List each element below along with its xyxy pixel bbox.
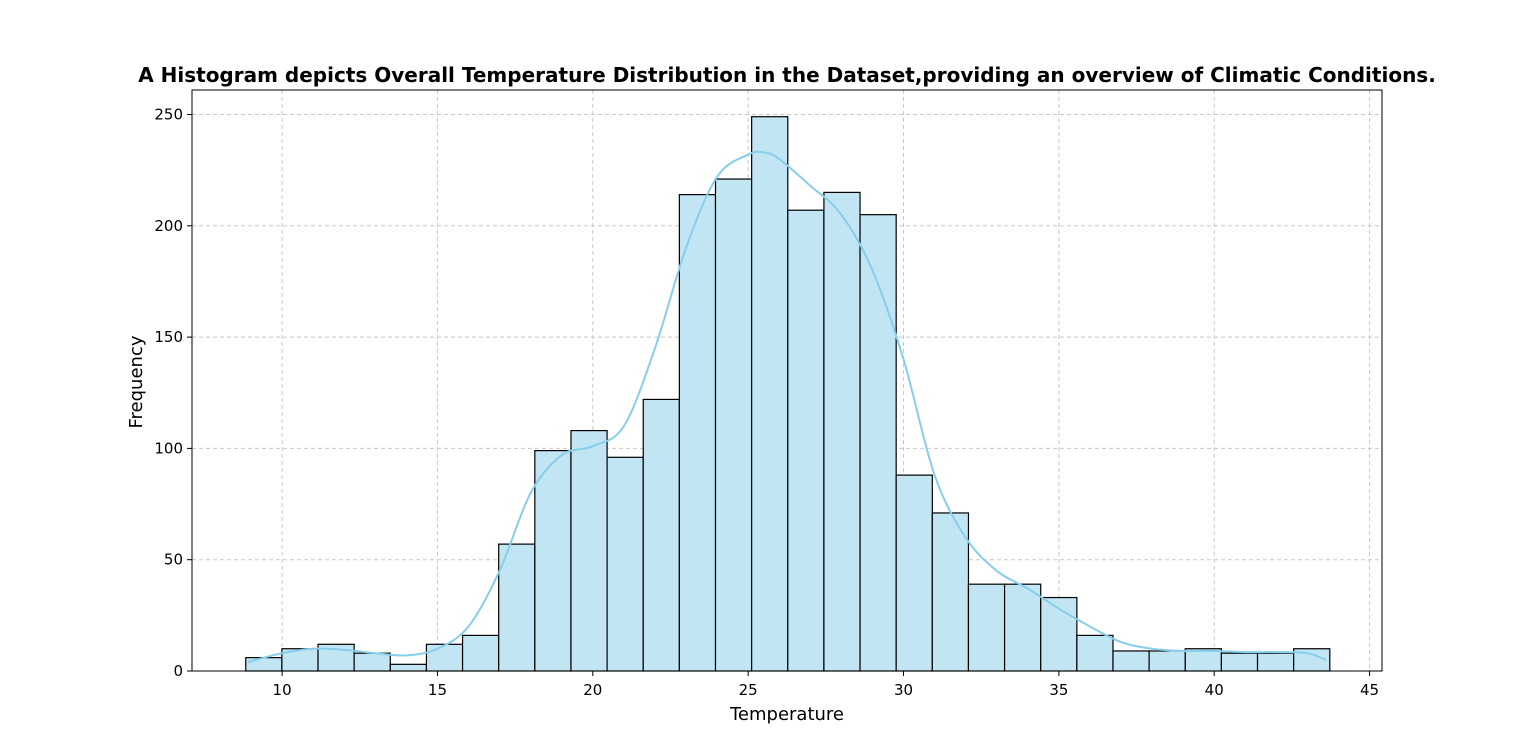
y-tick-label: 100 <box>154 439 183 457</box>
histogram-bar <box>714 178 753 672</box>
histogram-bar <box>642 398 680 672</box>
kde-curve <box>247 150 1327 664</box>
histogram-bar <box>823 191 861 672</box>
histogram-bar <box>389 663 428 672</box>
y-tick-label: 0 <box>173 662 183 680</box>
x-tick-label: 40 <box>1205 681 1224 699</box>
histogram-bar <box>245 657 283 672</box>
histogram-bars <box>245 116 1331 672</box>
x-axis-label: Temperature <box>729 704 844 725</box>
y-tick-label: 250 <box>154 105 183 123</box>
chart-title: A Histogram depicts Overall Temperature … <box>138 63 1436 87</box>
histogram-bar <box>461 634 500 672</box>
x-tick-label: 15 <box>428 681 447 699</box>
histogram-bar <box>787 209 825 672</box>
histogram-bar <box>1076 634 1114 672</box>
histogram-bar <box>967 583 1006 672</box>
histogram-bar <box>895 474 933 672</box>
histogram-bar <box>498 543 536 672</box>
histogram-bar <box>1040 596 1078 672</box>
histogram-bar <box>1220 652 1259 672</box>
histogram-bar <box>1148 650 1186 672</box>
histogram-bar <box>353 652 391 672</box>
y-axis-ticks: 0 50 100 150 200 250 <box>154 105 192 680</box>
x-tick-label: 45 <box>1360 681 1379 699</box>
y-tick-label: 200 <box>154 217 183 235</box>
histogram-bar <box>534 450 572 672</box>
histogram-bar <box>425 643 464 672</box>
histogram-bar <box>570 429 608 672</box>
histogram-bar <box>1112 650 1150 672</box>
x-tick-label: 25 <box>739 681 758 699</box>
histogram-bar <box>859 214 897 672</box>
histogram-bar <box>678 194 717 672</box>
y-axis-label: Frequency <box>126 335 147 428</box>
x-axis-ticks: 10 15 20 25 30 35 40 45 <box>273 671 1379 699</box>
x-tick-label: 30 <box>894 681 913 699</box>
histogram-bar <box>606 456 644 672</box>
plot-frame <box>191 89 1383 672</box>
y-tick-label: 150 <box>154 328 183 346</box>
histogram-bar <box>1256 652 1295 672</box>
y-tick-label: 50 <box>164 551 183 569</box>
x-tick-label: 20 <box>583 681 602 699</box>
histogram-bar <box>1003 583 1042 672</box>
x-tick-label: 35 <box>1049 681 1068 699</box>
x-tick-label: 10 <box>273 681 292 699</box>
histogram-bar <box>931 512 970 672</box>
histogram-bar <box>751 116 789 672</box>
